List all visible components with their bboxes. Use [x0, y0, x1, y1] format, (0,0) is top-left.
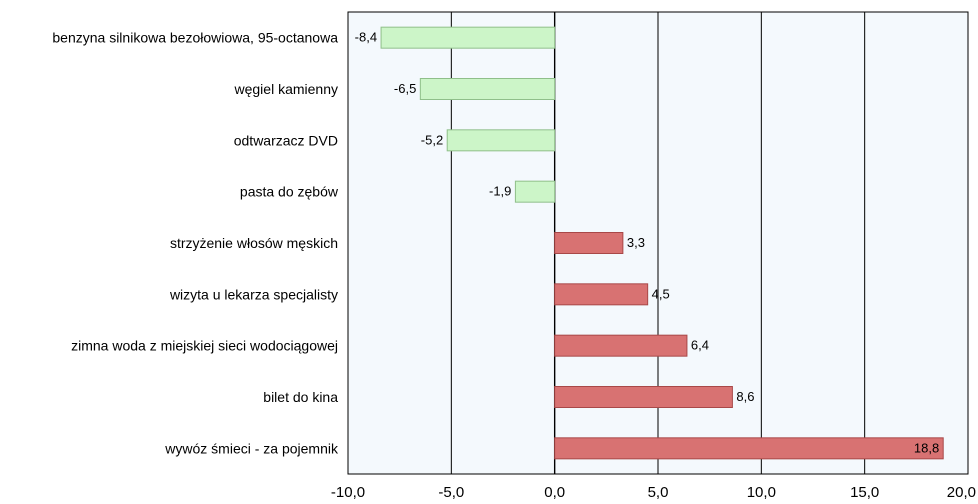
data-label: -6,5: [394, 81, 416, 96]
x-tick-label: -10,0: [331, 484, 365, 501]
bar: [446, 129, 556, 152]
category-label: zimna woda z miejskiej sieci wodociągowe…: [71, 338, 338, 354]
data-label: 6,4: [691, 338, 709, 353]
category-label: wizyta u lekarza specjalisty: [169, 286, 338, 302]
bar: [514, 180, 556, 203]
category-label: strzyżenie włosów męskich: [170, 235, 338, 251]
data-label: 18,8: [914, 440, 939, 455]
bar: [554, 283, 649, 306]
x-tick-label: -5,0: [438, 484, 464, 501]
data-label: -1,9: [489, 184, 511, 199]
category-label: bilet do kina: [263, 389, 338, 405]
bar: [554, 232, 624, 254]
x-tick-label: 15,0: [850, 484, 879, 501]
bar: [554, 334, 688, 357]
data-label: 4,5: [652, 286, 670, 301]
category-label: benzyna silnikowa bezołowiowa, 95-octano…: [52, 30, 338, 46]
category-label: odtwarzacz DVD: [234, 132, 338, 148]
x-axis-tick-labels: -10,0 -5,0 0,0 5,0 10,0 15,0 20,0: [331, 484, 976, 501]
bar: [380, 26, 556, 49]
category-labels: benzyna silnikowa bezołowiowa, 95-octano…: [52, 30, 339, 457]
data-labels: -8,4 -6,5 -5,2 -1,9 3,3 4,5 6,4 8,6 18,8: [355, 30, 940, 456]
data-label: 8,6: [736, 389, 754, 404]
data-label: 3,3: [627, 235, 645, 250]
bar: [419, 78, 556, 100]
x-tick-label: 5,0: [648, 484, 669, 501]
category-label: wywóz śmieci - za pojemnik: [164, 440, 339, 456]
bar: [554, 437, 944, 460]
category-label: pasta do zębów: [240, 184, 339, 200]
x-tick-label: 0,0: [544, 484, 565, 501]
data-label: -8,4: [355, 30, 377, 45]
data-label: -5,2: [421, 132, 443, 147]
bar: [554, 386, 733, 408]
bars: [380, 26, 944, 460]
category-label: węgiel kamienny: [234, 81, 339, 97]
x-tick-label: 10,0: [747, 484, 776, 501]
x-tick-label: 20,0: [947, 484, 976, 501]
